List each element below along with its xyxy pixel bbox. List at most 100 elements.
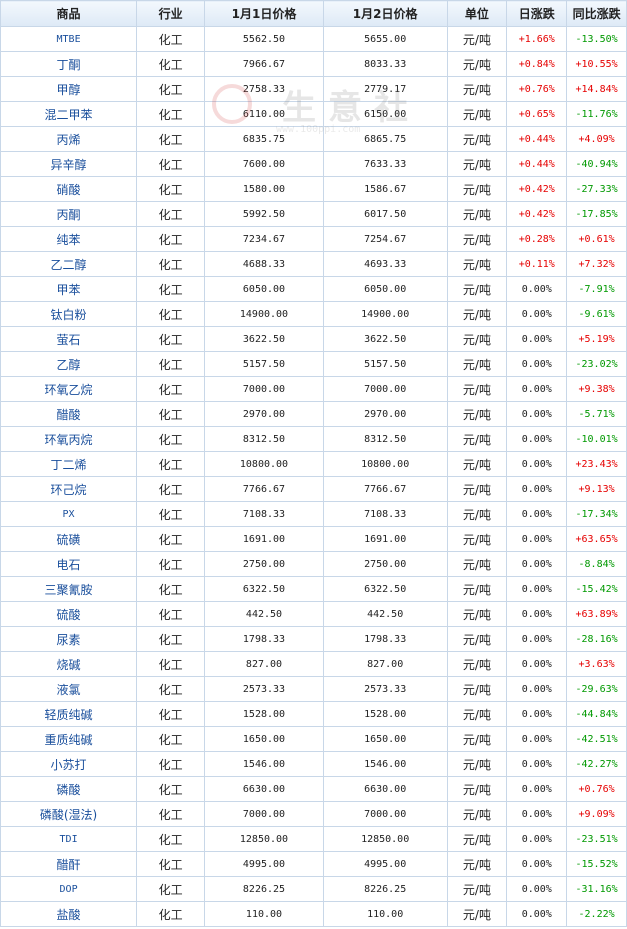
industry: 化工	[136, 51, 206, 77]
daily-change: 0.00%	[506, 776, 568, 802]
product-name[interactable]: 钛白粉	[0, 301, 138, 327]
price-day2: 110.00	[322, 901, 448, 927]
yoy-change: -7.91%	[566, 276, 627, 302]
product-name[interactable]: MTBE	[0, 26, 138, 52]
industry: 化工	[136, 26, 206, 52]
daily-change: +0.84%	[506, 51, 568, 77]
product-name[interactable]: 甲醇	[0, 76, 138, 102]
price-day2: 1528.00	[322, 701, 448, 727]
unit: 元/吨	[446, 351, 508, 377]
table-row: 盐酸 化工 110.00 110.00 元/吨 0.00% -2.22%	[0, 901, 627, 927]
price-day2: 5655.00	[322, 26, 448, 52]
price-day1: 442.50	[204, 601, 324, 627]
yoy-change: +7.32%	[566, 251, 627, 277]
price-day1: 827.00	[204, 651, 324, 677]
product-name[interactable]: 丁二烯	[0, 451, 138, 477]
table-row: DOP 化工 8226.25 8226.25 元/吨 0.00% -31.16%	[0, 876, 627, 902]
table-row: 重质纯碱 化工 1650.00 1650.00 元/吨 0.00% -42.51%	[0, 726, 627, 752]
industry: 化工	[136, 651, 206, 677]
product-name[interactable]: 环己烷	[0, 476, 138, 502]
price-day2: 7108.33	[322, 501, 448, 527]
unit: 元/吨	[446, 51, 508, 77]
yoy-change: -42.27%	[566, 751, 627, 777]
table-row: 丙酮 化工 5992.50 6017.50 元/吨 +0.42% -17.85%	[0, 201, 627, 227]
price-day2: 1586.67	[322, 176, 448, 202]
product-name[interactable]: 液氯	[0, 676, 138, 702]
product-name[interactable]: 小苏打	[0, 751, 138, 777]
product-name[interactable]: TDI	[0, 826, 138, 852]
product-name[interactable]: 轻质纯碱	[0, 701, 138, 727]
yoy-change: -8.84%	[566, 551, 627, 577]
unit: 元/吨	[446, 326, 508, 352]
product-name[interactable]: 环氧丙烷	[0, 426, 138, 452]
product-name[interactable]: 三聚氰胺	[0, 576, 138, 602]
yoy-change: -28.16%	[566, 626, 627, 652]
product-name[interactable]: 丙烯	[0, 126, 138, 152]
product-name[interactable]: 萤石	[0, 326, 138, 352]
price-day1: 1798.33	[204, 626, 324, 652]
price-day2: 4995.00	[322, 851, 448, 877]
product-name[interactable]: 磷酸	[0, 776, 138, 802]
yoy-change: -31.16%	[566, 876, 627, 902]
industry: 化工	[136, 601, 206, 627]
product-name[interactable]: 纯苯	[0, 226, 138, 252]
product-name[interactable]: PX	[0, 501, 138, 527]
product-name[interactable]: 环氧乙烷	[0, 376, 138, 402]
price-day2: 12850.00	[322, 826, 448, 852]
daily-change: 0.00%	[506, 751, 568, 777]
product-name[interactable]: 尿素	[0, 626, 138, 652]
table-row: 环氧丙烷 化工 8312.50 8312.50 元/吨 0.00% -10.01%	[0, 426, 627, 452]
price-day1: 2970.00	[204, 401, 324, 427]
unit: 元/吨	[446, 226, 508, 252]
yoy-change: -11.76%	[566, 101, 627, 127]
unit: 元/吨	[446, 826, 508, 852]
product-name[interactable]: 丁酮	[0, 51, 138, 77]
product-name[interactable]: 混二甲苯	[0, 101, 138, 127]
yoy-change: +63.65%	[566, 526, 627, 552]
yoy-change: +9.09%	[566, 801, 627, 827]
product-name[interactable]: 醋酐	[0, 851, 138, 877]
price-day2: 5157.50	[322, 351, 448, 377]
product-name[interactable]: 电石	[0, 551, 138, 577]
industry: 化工	[136, 551, 206, 577]
table-row: 环氧乙烷 化工 7000.00 7000.00 元/吨 0.00% +9.38%	[0, 376, 627, 402]
table-row: 甲苯 化工 6050.00 6050.00 元/吨 0.00% -7.91%	[0, 276, 627, 302]
product-name[interactable]: 硫磺	[0, 526, 138, 552]
unit: 元/吨	[446, 201, 508, 227]
unit: 元/吨	[446, 626, 508, 652]
price-day1: 1691.00	[204, 526, 324, 552]
yoy-change: +3.63%	[566, 651, 627, 677]
daily-change: 0.00%	[506, 476, 568, 502]
daily-change: 0.00%	[506, 351, 568, 377]
product-name[interactable]: 烧碱	[0, 651, 138, 677]
industry: 化工	[136, 626, 206, 652]
daily-change: 0.00%	[506, 851, 568, 877]
product-name[interactable]: 盐酸	[0, 901, 138, 927]
daily-change: 0.00%	[506, 901, 568, 927]
unit: 元/吨	[446, 501, 508, 527]
yoy-change: +10.55%	[566, 51, 627, 77]
price-day2: 7000.00	[322, 801, 448, 827]
product-name[interactable]: DOP	[0, 876, 138, 902]
table-row: 电石 化工 2750.00 2750.00 元/吨 0.00% -8.84%	[0, 551, 627, 577]
daily-change: +1.66%	[506, 26, 568, 52]
table-row: 环己烷 化工 7766.67 7766.67 元/吨 0.00% +9.13%	[0, 476, 627, 502]
product-name[interactable]: 乙醇	[0, 351, 138, 377]
product-name[interactable]: 甲苯	[0, 276, 138, 302]
yoy-change: -2.22%	[566, 901, 627, 927]
industry: 化工	[136, 526, 206, 552]
product-name[interactable]: 丙酮	[0, 201, 138, 227]
price-day1: 6050.00	[204, 276, 324, 302]
product-name[interactable]: 重质纯碱	[0, 726, 138, 752]
daily-change: +0.11%	[506, 251, 568, 277]
product-name[interactable]: 醋酸	[0, 401, 138, 427]
product-name[interactable]: 磷酸(湿法)	[0, 801, 138, 827]
product-name[interactable]: 异辛醇	[0, 151, 138, 177]
product-name[interactable]: 乙二醇	[0, 251, 138, 277]
price-day2: 6630.00	[322, 776, 448, 802]
product-name[interactable]: 硫酸	[0, 601, 138, 627]
product-name[interactable]: 硝酸	[0, 176, 138, 202]
industry: 化工	[136, 676, 206, 702]
industry: 化工	[136, 476, 206, 502]
daily-change: 0.00%	[506, 401, 568, 427]
